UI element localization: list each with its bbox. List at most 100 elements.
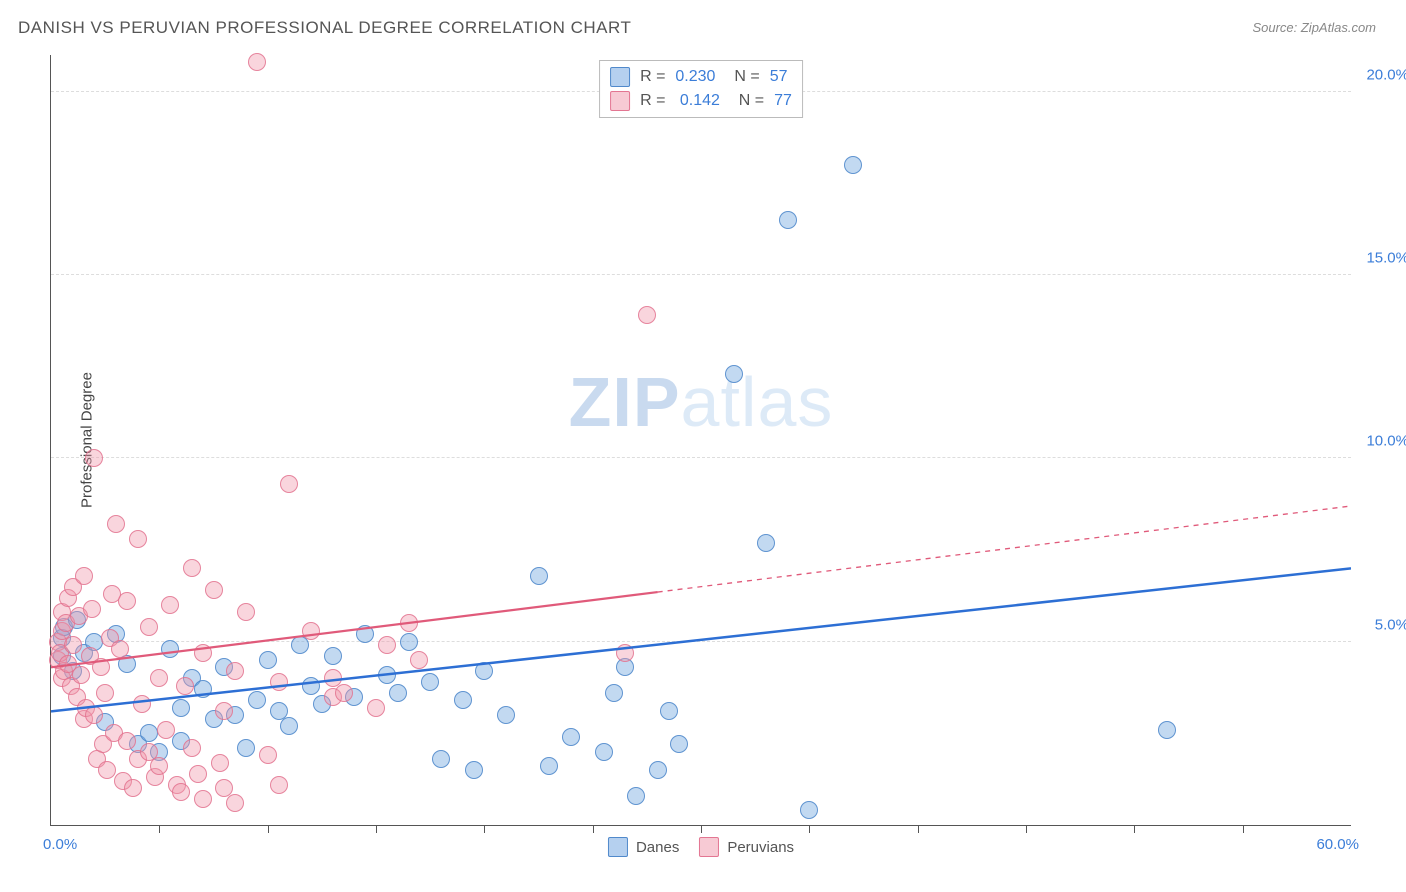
- scatter-marker: [237, 603, 255, 621]
- x-tick: [159, 825, 160, 833]
- r-value-danes: 0.230: [675, 68, 715, 86]
- scatter-marker: [270, 776, 288, 794]
- stats-row-danes: R = 0.230 N = 57: [610, 65, 792, 89]
- gridline: [51, 641, 1351, 642]
- scatter-marker: [189, 765, 207, 783]
- scatter-marker: [660, 702, 678, 720]
- scatter-marker: [72, 666, 90, 684]
- scatter-marker: [280, 475, 298, 493]
- swatch-pink-icon: [610, 91, 630, 111]
- scatter-marker: [96, 684, 114, 702]
- y-axis-label: Professional Degree: [78, 372, 95, 508]
- stats-row-peruvians: R = 0.142 N = 77: [610, 89, 792, 113]
- scatter-marker: [172, 783, 190, 801]
- scatter-marker: [161, 640, 179, 658]
- scatter-marker: [259, 651, 277, 669]
- x-tick: [1026, 825, 1027, 833]
- scatter-marker: [324, 669, 342, 687]
- scatter-marker: [454, 691, 472, 709]
- scatter-marker: [627, 787, 645, 805]
- n-label: N =: [730, 92, 764, 110]
- scatter-marker: [211, 754, 229, 772]
- scatter-marker: [757, 534, 775, 552]
- scatter-marker: [194, 644, 212, 662]
- scatter-marker: [410, 651, 428, 669]
- gridline: [51, 457, 1351, 458]
- scatter-marker: [302, 622, 320, 640]
- scatter-marker: [157, 721, 175, 739]
- scatter-marker: [378, 666, 396, 684]
- scatter-marker: [280, 717, 298, 735]
- scatter-marker: [226, 662, 244, 680]
- y-tick-label: 5.0%: [1375, 616, 1406, 633]
- gridline: [51, 274, 1351, 275]
- y-tick-label: 15.0%: [1366, 250, 1406, 267]
- scatter-marker: [291, 636, 309, 654]
- legend-label: Danes: [636, 839, 679, 856]
- scatter-marker: [248, 691, 266, 709]
- scatter-marker: [616, 644, 634, 662]
- watermark-light: atlas: [681, 363, 834, 441]
- r-label: R =: [640, 92, 665, 110]
- x-tick: [918, 825, 919, 833]
- scatter-marker: [140, 724, 158, 742]
- plot-area: Professional Degree ZIPatlas 5.0%10.0%15…: [50, 55, 1351, 826]
- watermark: ZIPatlas: [569, 362, 834, 442]
- scatter-marker: [194, 680, 212, 698]
- y-tick-label: 10.0%: [1366, 433, 1406, 450]
- scatter-marker: [215, 702, 233, 720]
- scatter-marker: [107, 515, 125, 533]
- scatter-marker: [118, 732, 136, 750]
- scatter-marker: [302, 677, 320, 695]
- scatter-marker: [270, 673, 288, 691]
- scatter-marker: [129, 530, 147, 548]
- scatter-marker: [638, 306, 656, 324]
- scatter-marker: [150, 669, 168, 687]
- scatter-marker: [367, 699, 385, 717]
- scatter-marker: [844, 156, 862, 174]
- scatter-marker: [150, 757, 168, 775]
- legend-item-danes: Danes: [608, 837, 679, 857]
- x-tick: [593, 825, 594, 833]
- scatter-marker: [183, 739, 201, 757]
- y-tick-label: 20.0%: [1366, 66, 1406, 83]
- scatter-marker: [475, 662, 493, 680]
- x-tick: [484, 825, 485, 833]
- scatter-marker: [356, 625, 374, 643]
- swatch-blue-icon: [610, 67, 630, 87]
- scatter-marker: [64, 636, 82, 654]
- n-value-danes: 57: [770, 68, 788, 86]
- stats-legend: R = 0.230 N = 57 R = 0.142 N = 77: [599, 60, 803, 118]
- r-value-peruvians: 0.142: [675, 92, 720, 110]
- x-tick: [268, 825, 269, 833]
- scatter-marker: [118, 592, 136, 610]
- scatter-marker: [562, 728, 580, 746]
- scatter-marker: [670, 735, 688, 753]
- scatter-marker: [432, 750, 450, 768]
- scatter-marker: [530, 567, 548, 585]
- chart-title: DANISH VS PERUVIAN PROFESSIONAL DEGREE C…: [18, 18, 631, 38]
- n-value-peruvians: 77: [774, 92, 792, 110]
- x-tick: [701, 825, 702, 833]
- series-legend: Danes Peruvians: [608, 837, 794, 857]
- scatter-marker: [183, 559, 201, 577]
- swatch-blue-icon: [608, 837, 628, 857]
- scatter-marker: [421, 673, 439, 691]
- scatter-marker: [400, 633, 418, 651]
- watermark-bold: ZIP: [569, 363, 681, 441]
- scatter-marker: [324, 647, 342, 665]
- scatter-marker: [92, 658, 110, 676]
- n-label: N =: [725, 68, 759, 86]
- scatter-marker: [400, 614, 418, 632]
- scatter-marker: [540, 757, 558, 775]
- scatter-marker: [465, 761, 483, 779]
- x-axis-start: 0.0%: [43, 836, 77, 853]
- scatter-marker: [237, 739, 255, 757]
- scatter-marker: [172, 699, 190, 717]
- source-label: Source: ZipAtlas.com: [1252, 20, 1376, 35]
- swatch-pink-icon: [699, 837, 719, 857]
- scatter-marker: [161, 596, 179, 614]
- scatter-marker: [800, 801, 818, 819]
- x-tick: [376, 825, 377, 833]
- scatter-marker: [83, 600, 101, 618]
